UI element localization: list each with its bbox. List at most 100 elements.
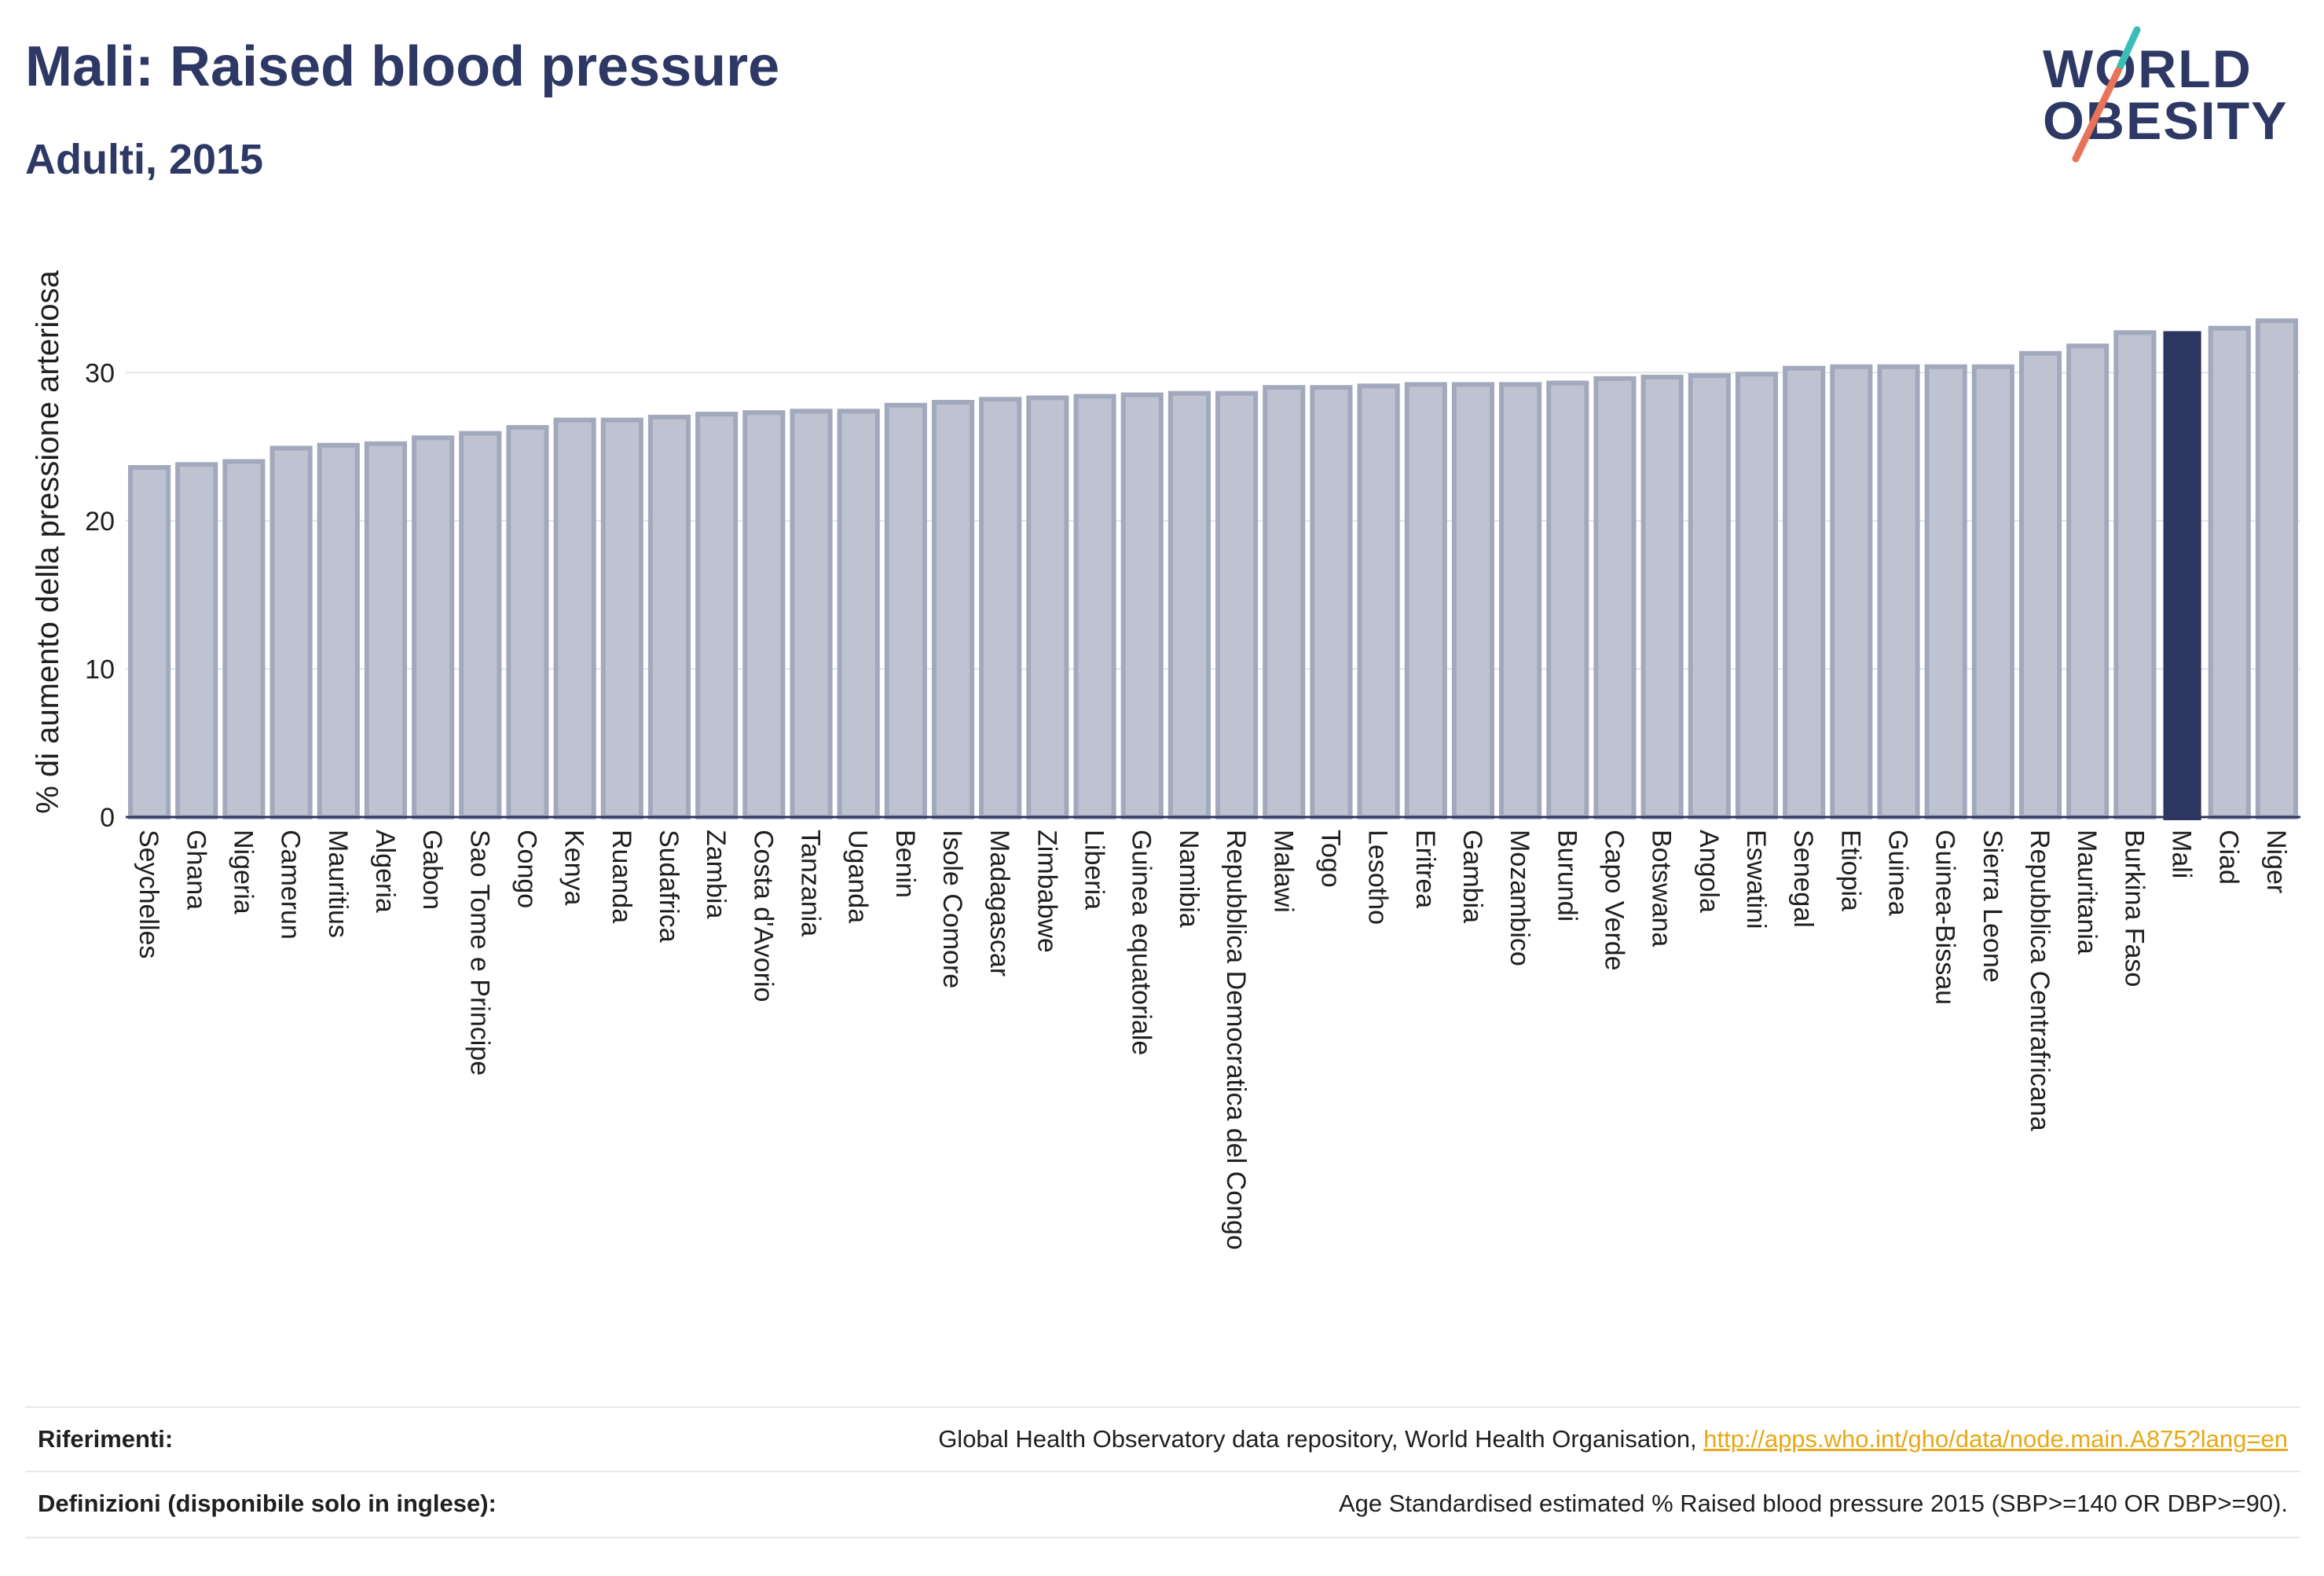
bar-congo[interactable] (506, 425, 549, 819)
bar-malawi[interactable] (1263, 385, 1306, 819)
bar-kenya[interactable] (553, 417, 596, 819)
x-tick-label: Mali (2167, 830, 2197, 878)
x-tick-label: Ciad (2214, 830, 2244, 885)
x-tick-label: Tanzania (796, 830, 826, 936)
references-link[interactable]: http://apps.who.int/gho/data/node.main.A… (1703, 1425, 2288, 1453)
references-value: Global Health Observatory data repositor… (938, 1425, 2288, 1453)
x-tick-label: Burkina Faso (2119, 830, 2149, 987)
bar-algeria[interactable] (364, 441, 408, 819)
references-row: Riferimenti: Global Health Observatory d… (25, 1406, 2300, 1472)
x-tick-label: Senegal (1788, 830, 1818, 928)
x-tick-label: Eswatini (1741, 830, 1771, 929)
bar-mauritius[interactable] (317, 442, 360, 819)
y-tick-label: 30 (85, 358, 115, 388)
bar-zimbabwe[interactable] (1026, 395, 1069, 820)
bar-isole-comore[interactable] (931, 400, 975, 819)
x-tick-label: Gambia (1457, 830, 1487, 923)
x-tick-label: Etiopia (1835, 830, 1865, 911)
logo-line-1: WORLD (2043, 39, 2253, 99)
bar-etiopia[interactable] (1830, 364, 1873, 819)
x-tick-label: Gabon (417, 830, 447, 910)
references-label: Riferimenti: (38, 1425, 174, 1453)
x-tick-label: Namibia (1174, 830, 1204, 928)
x-tick-label: Sudafrica (654, 830, 684, 943)
bar-camerun[interactable] (269, 445, 313, 819)
x-tick-label: Uganda (843, 830, 873, 923)
bar-lesotho[interactable] (1357, 383, 1400, 819)
x-tick-label: Repubblica Democratica del Congo (1221, 830, 1251, 1250)
bar-gambia[interactable] (1451, 382, 1495, 820)
definitions-row: Definizioni (disponibile solo in inglese… (25, 1471, 2300, 1538)
bar-chart: 0 10 20 30 % di aumento della pressione arte… (31, 270, 2300, 1250)
definitions-text: Age Standardised estimated % Raised bloo… (1338, 1490, 2288, 1517)
bar-namibia[interactable] (1167, 390, 1211, 819)
bar-capo-verde[interactable] (1593, 376, 1637, 820)
x-tick-label: Malawi (1268, 830, 1298, 913)
x-tick-label: Seychelles (134, 830, 163, 958)
bar-togo[interactable] (1310, 385, 1353, 819)
bar-burkina-faso[interactable] (2113, 330, 2157, 820)
bar-sao-tome-e-principe[interactable] (459, 431, 502, 819)
bar-mali[interactable] (2163, 331, 2201, 820)
bar-ghana[interactable] (175, 462, 218, 819)
bar-guinea[interactable] (1877, 364, 1920, 819)
x-tick-label: Angola (1694, 830, 1724, 913)
bar-uganda[interactable] (837, 409, 880, 820)
x-tick-label: Lesotho (1363, 830, 1393, 925)
x-tick-label: Eritrea (1410, 830, 1440, 908)
references-text: Global Health Observatory data repositor… (938, 1425, 1704, 1453)
x-tick-label: Algeria (370, 830, 400, 913)
bar-seychelles[interactable] (128, 464, 171, 819)
x-tick-label: Camerun (276, 830, 306, 940)
x-tick-label: Niger (2261, 830, 2291, 893)
bar-guinea-bissau[interactable] (1924, 364, 1967, 819)
x-tick-label: Liberia (1080, 830, 1109, 910)
logo-slash-icon (2072, 26, 2141, 163)
world-obesity-logo: WORLD OBESITY (2043, 24, 2310, 165)
x-tick-label: Capo Verde (1599, 830, 1629, 971)
bar-benin[interactable] (884, 402, 927, 819)
x-tick-label: Burundi (1552, 830, 1582, 922)
bar-ciad[interactable] (2208, 325, 2251, 819)
bar-senegal[interactable] (1783, 365, 1826, 819)
bar-botswana[interactable] (1640, 374, 1684, 819)
x-tick-label: Zambia (701, 830, 731, 918)
bar-repubblica-democratica-del-congo[interactable] (1215, 390, 1259, 819)
x-tick-label: Repubblica Centrafricana (2025, 830, 2055, 1131)
x-tick-label: Sao Tome e Principe (464, 830, 494, 1076)
x-tick-label: Guinea (1883, 830, 1913, 916)
x-tick-label: Mauritius (323, 830, 353, 938)
y-tick-label: 10 (85, 654, 115, 684)
bar-eswatini[interactable] (1735, 372, 1779, 819)
bar-burundi[interactable] (1546, 380, 1589, 819)
bar-sudafrica[interactable] (647, 414, 691, 819)
bar-sierra-leone[interactable] (1971, 364, 2014, 819)
bar-guinea-equatoriale[interactable] (1120, 392, 1164, 820)
x-tick-label: Ghana (181, 830, 211, 910)
x-tick-label: Madagascar (984, 830, 1014, 977)
y-tick-label: 20 (85, 507, 115, 537)
x-tick-label: Congo (511, 830, 541, 908)
bar-gabon[interactable] (412, 435, 455, 819)
x-tick-label: Isole Comore (937, 830, 967, 988)
definitions-label: Definizioni (disponibile solo in inglese… (38, 1490, 497, 1517)
bar-niger[interactable] (2255, 318, 2298, 820)
bar-zambia[interactable] (695, 412, 739, 820)
x-tick-label: Mauritania (2072, 830, 2102, 955)
bar-angola[interactable] (1688, 373, 1731, 820)
bar-mauritania[interactable] (2066, 343, 2110, 820)
bar-mozambico[interactable] (1499, 382, 1542, 820)
page-title: Mali: Raised blood pressure (25, 35, 780, 98)
bar-liberia[interactable] (1073, 394, 1116, 819)
bar-eritrea[interactable] (1404, 382, 1447, 820)
x-tick-label: Nigeria (228, 830, 258, 914)
x-tick-label: Guinea equatoriale (1127, 830, 1157, 1055)
bar-tanzania[interactable] (790, 409, 833, 820)
x-tick-label: Zimbabwe (1032, 830, 1061, 953)
bar-costa-d-avorio[interactable] (742, 410, 786, 819)
bar-ruanda[interactable] (600, 417, 643, 819)
x-tick-label: Mozambico (1505, 830, 1534, 966)
bar-madagascar[interactable] (979, 397, 1022, 819)
bar-nigeria[interactable] (222, 459, 266, 819)
bar-repubblica-centrafricana[interactable] (2018, 350, 2062, 819)
